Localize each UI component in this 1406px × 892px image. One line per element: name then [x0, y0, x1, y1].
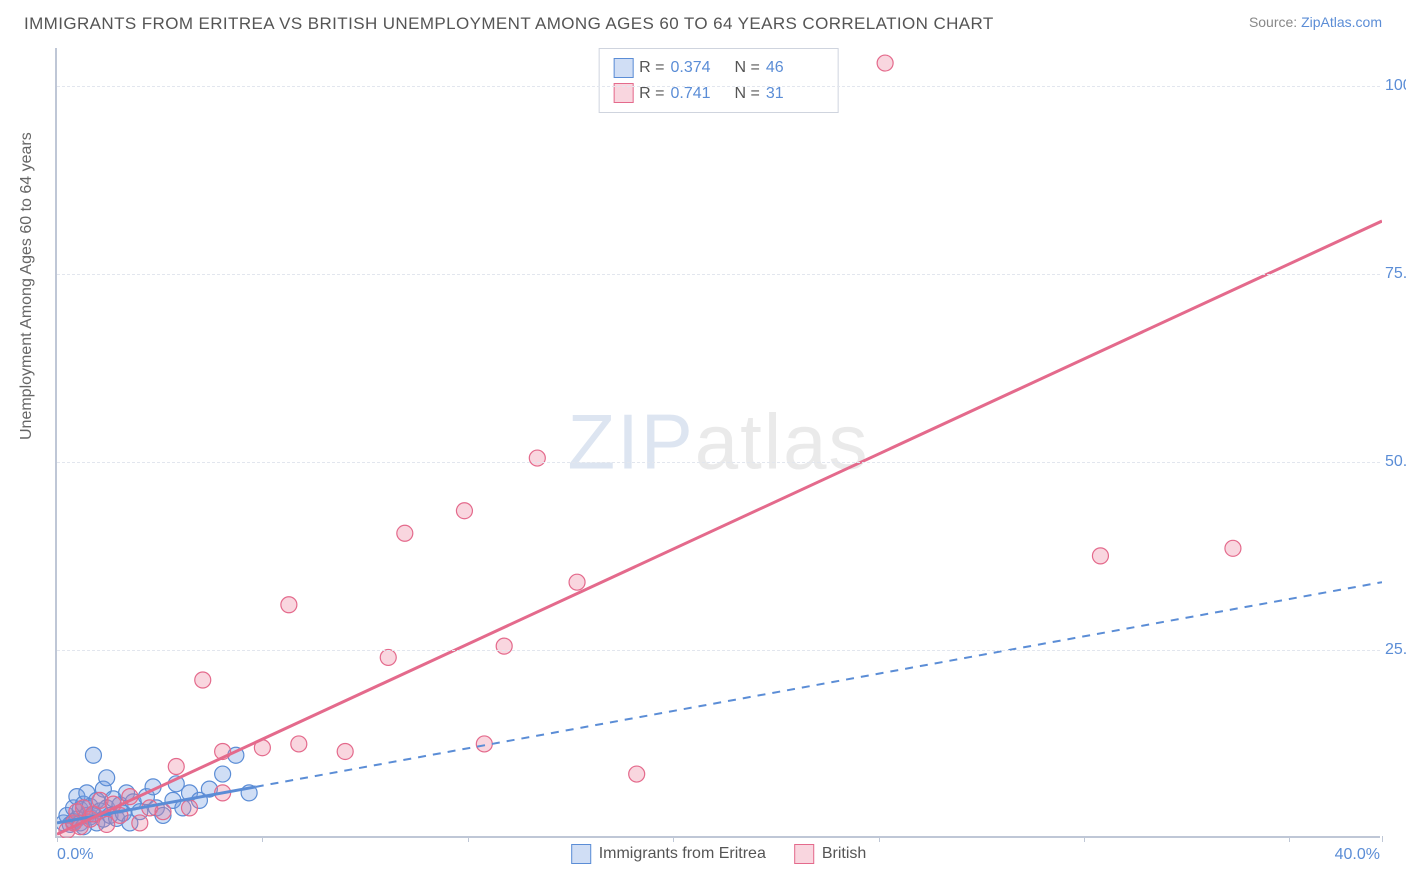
data-point: [380, 649, 396, 665]
data-point: [99, 770, 115, 786]
x-axis-min-label: 0.0%: [57, 846, 93, 864]
legend-item-british: British: [794, 844, 866, 864]
data-point: [397, 525, 413, 541]
data-point: [877, 55, 893, 71]
data-point: [476, 736, 492, 752]
trend-line: [57, 221, 1382, 834]
y-tick-label: 50.0%: [1385, 453, 1406, 471]
swatch-eritrea: [613, 58, 633, 78]
legend-row-british: R = 0.741 N = 31: [613, 81, 824, 107]
x-axis-max-label: 40.0%: [1335, 846, 1380, 864]
data-point: [281, 597, 297, 613]
x-tick: [468, 836, 469, 842]
plot-area: ZIPatlas R = 0.374 N = 46 R = 0.741 N = …: [55, 48, 1380, 838]
source-label: Source: ZipAtlas.com: [1249, 14, 1382, 30]
data-point: [1092, 548, 1108, 564]
data-point: [456, 503, 472, 519]
data-point: [496, 638, 512, 654]
data-point: [168, 759, 184, 775]
y-tick-label: 75.0%: [1385, 265, 1406, 283]
data-point: [215, 766, 231, 782]
trend-line-dashed: [256, 582, 1382, 787]
y-tick-label: 100.0%: [1385, 77, 1406, 95]
x-tick: [1084, 836, 1085, 842]
y-axis-label: Unemployment Among Ages 60 to 64 years: [18, 132, 36, 440]
plot-frame: ZIPatlas R = 0.374 N = 46 R = 0.741 N = …: [55, 48, 1380, 838]
data-point: [1225, 540, 1241, 556]
gridline: [57, 462, 1380, 463]
swatch-british-icon: [794, 844, 814, 864]
data-point: [132, 815, 148, 831]
data-point: [195, 672, 211, 688]
data-point: [529, 450, 545, 466]
swatch-eritrea-icon: [571, 844, 591, 864]
data-point: [182, 800, 198, 816]
x-tick: [57, 836, 58, 842]
data-point: [569, 574, 585, 590]
x-tick: [1289, 836, 1290, 842]
x-tick: [262, 836, 263, 842]
gridline: [57, 274, 1380, 275]
gridline: [57, 650, 1380, 651]
data-point: [85, 747, 101, 763]
x-tick: [1382, 836, 1383, 842]
series-legend: Immigrants from Eritrea British: [571, 844, 867, 864]
source-link[interactable]: ZipAtlas.com: [1301, 14, 1382, 30]
legend-item-eritrea: Immigrants from Eritrea: [571, 844, 766, 864]
x-tick: [879, 836, 880, 842]
x-tick: [673, 836, 674, 842]
chart-svg: [57, 48, 1382, 838]
y-tick-label: 25.0%: [1385, 641, 1406, 659]
gridline: [57, 86, 1380, 87]
legend-row-eritrea: R = 0.374 N = 46: [613, 55, 824, 81]
chart-title: IMMIGRANTS FROM ERITREA VS BRITISH UNEMP…: [24, 14, 994, 34]
correlation-legend: R = 0.374 N = 46 R = 0.741 N = 31: [598, 48, 839, 113]
data-point: [291, 736, 307, 752]
data-point: [337, 743, 353, 759]
data-point: [629, 766, 645, 782]
